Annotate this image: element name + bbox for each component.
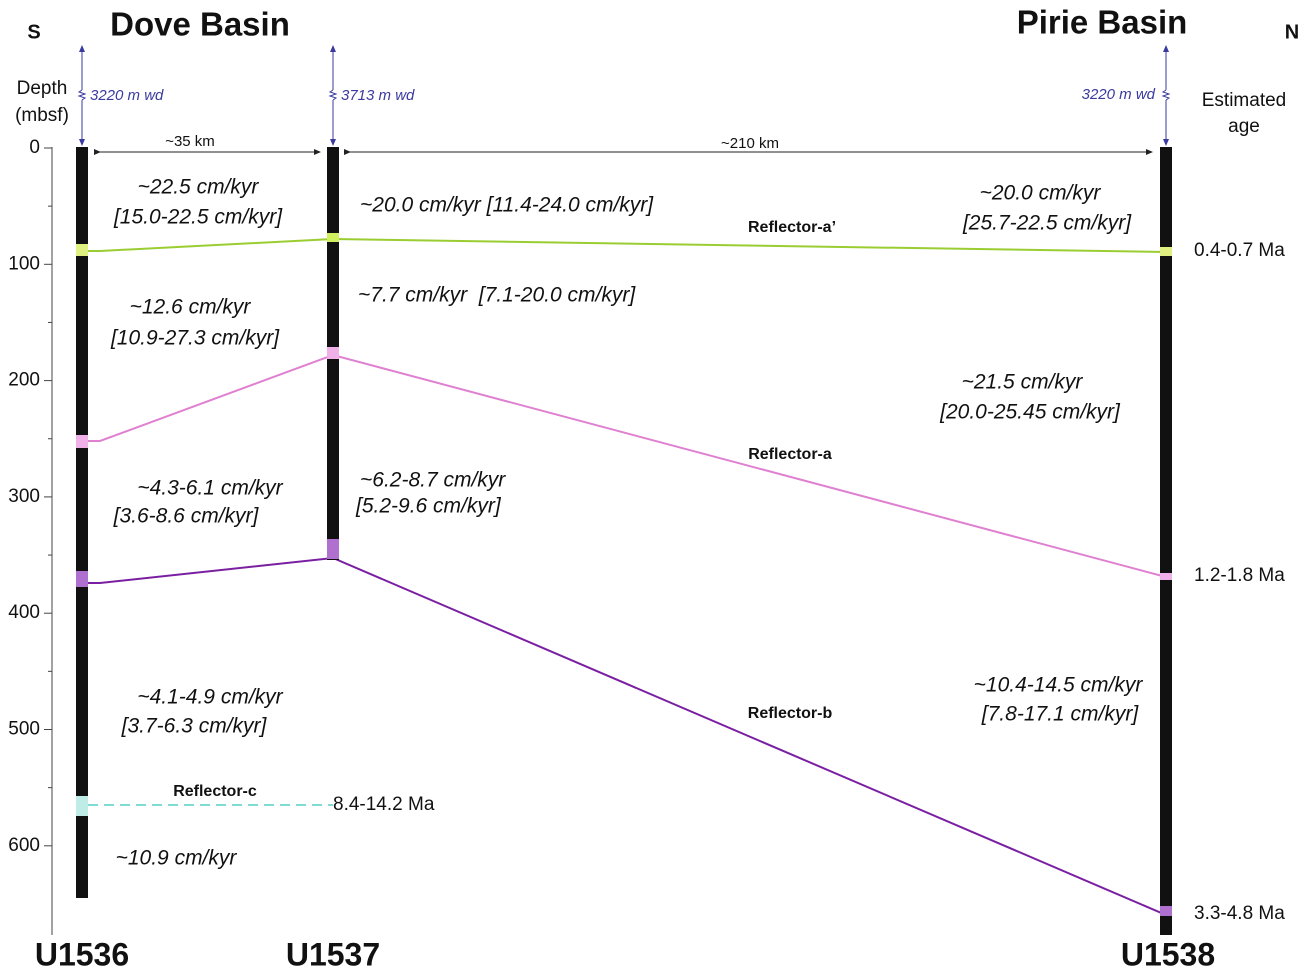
rate: ~10.4-14.5 cm/kyr (974, 674, 1144, 697)
rate: [10.9-27.3 cm/kyr] (110, 327, 280, 350)
north: N (1285, 21, 1299, 43)
tick-label: 400 (8, 602, 40, 623)
tick-label: 300 (8, 486, 40, 507)
rate: ~4.3-6.1 cm/kyr (137, 477, 283, 500)
rate: ~20.0 cm/kyr (980, 182, 1102, 205)
age: 0.4-0.7 Ma (1194, 240, 1285, 261)
rate: [15.0-22.5 cm/kyr] (113, 206, 283, 229)
rate: [7.8-17.1 cm/kyr] (981, 703, 1140, 726)
basin: Pirie Basin (1017, 4, 1188, 41)
tick-label: 100 (8, 253, 40, 274)
distance: ~35 km (165, 133, 215, 150)
depth-axis: 0 100 200 300 400 500 600 (8, 137, 53, 935)
tick-label: 0 (29, 137, 40, 158)
distance: ~210 km (721, 135, 779, 152)
rate: [5.2-9.6 cm/kyr] (355, 495, 502, 518)
tick-label: 500 (8, 719, 40, 740)
water-depth: 3713 m wd (341, 87, 415, 104)
reflector-lines (88, 237, 1167, 916)
water-arrows (77, 45, 1171, 146)
rate: [25.7-22.5 cm/kyr] (962, 212, 1132, 235)
age: 8.4-14.2 Ma (333, 794, 435, 815)
rate: ~22.5 cm/kyr (138, 176, 260, 199)
age: 3.3-4.8 Ma (1194, 903, 1285, 924)
south: S (27, 21, 40, 43)
reflector-label: Reflector-b (748, 705, 833, 722)
rate: ~10.9 cm/kyr (116, 847, 238, 870)
reflector-label: Reflector-c (173, 783, 257, 800)
rate: [20.0-25.45 cm/kyr] (939, 401, 1121, 424)
site-name: U1537 (286, 936, 380, 972)
rate: ~12.6 cm/kyr (130, 296, 252, 319)
age: 1.2-1.8 Ma (1194, 565, 1285, 586)
water-depth: 3220 m wd (1082, 86, 1156, 103)
rate: [3.7-6.3 cm/kyr] (121, 715, 268, 738)
rate: ~7.7 cm/kyr [7.1-20.0 cm/kyr] (358, 284, 636, 307)
age-title: age (1228, 116, 1260, 137)
age-title: Estimated (1202, 90, 1286, 111)
rate: [3.6-8.6 cm/kyr] (113, 505, 260, 528)
rate: ~4.1-4.9 cm/kyr (137, 686, 283, 709)
rate: ~6.2-8.7 cm/kyr (360, 469, 506, 492)
reflector-label: Reflector-a (748, 446, 832, 463)
rate: ~21.5 cm/kyr (962, 371, 1084, 394)
tick-label: 200 (8, 370, 40, 391)
tick-label: 600 (8, 835, 40, 856)
water-depth: 3220 m wd (90, 87, 164, 104)
site-name: U1536 (35, 936, 129, 972)
site-columns (76, 147, 1172, 935)
axis-title: Depth (17, 78, 68, 99)
basin: Dove Basin (110, 6, 290, 43)
reflector-label: Reflector-a’ (748, 219, 836, 236)
axis-title: (mbsf) (15, 105, 69, 126)
site-name: U1538 (1121, 936, 1215, 972)
rate: ~20.0 cm/kyr [11.4-24.0 cm/kyr] (360, 194, 654, 217)
